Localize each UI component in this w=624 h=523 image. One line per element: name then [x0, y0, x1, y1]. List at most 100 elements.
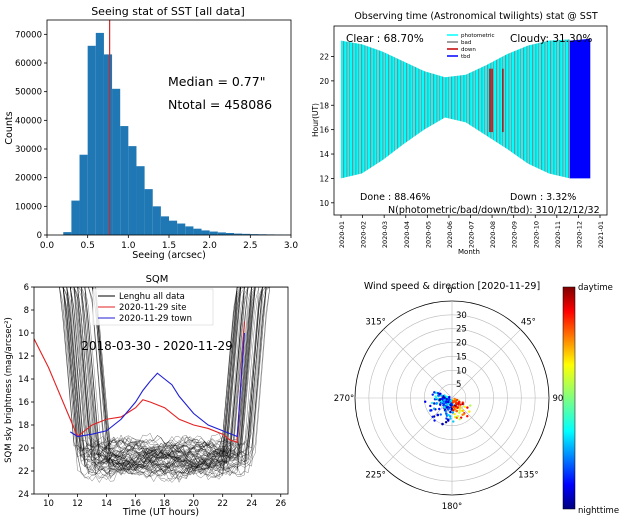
hist-bar: [177, 223, 186, 235]
sqm-all-curve: [34, 287, 288, 470]
obs-xtick-label: 2020-07: [468, 221, 476, 248]
wind-angle-label: 90°: [552, 394, 567, 404]
sqm-all-curve: [34, 287, 288, 479]
hist-bar: [71, 200, 80, 235]
obs-xtick-label: 2020-12: [575, 221, 583, 248]
sqm-site-line: [34, 321, 246, 443]
wind-spoke: [451, 329, 521, 399]
obs-cloudy-label: Cloudy: 31.30%: [510, 33, 592, 45]
wind-point: [429, 404, 432, 408]
wind-ring-label: 25: [456, 325, 467, 335]
wind-point: [459, 403, 462, 406]
wind-point: [430, 401, 434, 405]
wind-point: [455, 409, 459, 413]
obs-xticks: 2020-01 2020-02 2020-03 2020-04 2020-05 2020-…: [338, 215, 605, 248]
obs-ytick-label: 20: [319, 77, 329, 86]
legend-site: 2020-11-29 site: [119, 303, 186, 313]
legend-down: down: [461, 47, 476, 53]
hist-xtick-label: 0.0: [40, 241, 55, 251]
wind-point: [449, 410, 452, 414]
hist-bar: [152, 206, 161, 235]
sqm-all-curve: [34, 287, 288, 478]
wind-point: [436, 413, 440, 417]
hist-bar: [87, 45, 96, 235]
sqm-ytick-label: 24: [18, 490, 29, 500]
wind-point: [445, 417, 448, 420]
wind-point: [438, 403, 442, 406]
obs-ytick-label: 10: [319, 199, 329, 208]
obs-xtick-label: 2020-03: [381, 221, 389, 248]
sqm-all-curve: [34, 287, 288, 477]
sqm-xtick-label: 20: [188, 499, 199, 509]
wind-point: [458, 400, 461, 404]
wind-colorbar: [562, 286, 576, 510]
obs-ylabel: Hour(UT): [311, 103, 320, 137]
wind-point: [433, 391, 436, 394]
hist-xlabel: Seeing (arcsec): [132, 250, 206, 261]
sqm-all-curve: [34, 287, 288, 460]
legend-town: 2020-11-29 town: [119, 314, 192, 324]
sqm-xtick-label: 26: [275, 499, 286, 509]
obs-ytick-label: 22: [319, 52, 329, 61]
sqm-ytick-label: 18: [18, 421, 29, 431]
sqm-xtick-label: 12: [72, 499, 83, 509]
wind-point: [433, 419, 436, 422]
obs-xtick-label: 2020-05: [424, 221, 432, 248]
obs-ytick-label: 14: [319, 150, 329, 159]
hist-bar: [160, 216, 169, 235]
sqm-all-curve: [34, 287, 288, 472]
wind-points: [424, 391, 472, 426]
hist-yticks: 0 10000 20000 30000 40000 50000 60000 70000: [15, 30, 47, 241]
hist-xticks: 0.0 0.5 1.0 1.5 2.0 2.5 3.0: [40, 235, 299, 251]
wind-point: [468, 410, 471, 413]
wind-point: [446, 403, 449, 407]
hist-bar: [95, 32, 104, 236]
sqm-all-curve: [34, 287, 288, 475]
sqm-all-curve: [34, 287, 288, 456]
hist-title: Seeing stat of SST [all data]: [91, 5, 245, 18]
sqm-ytick-label: 22: [18, 467, 29, 477]
sqm-all-curve: [34, 287, 288, 475]
hist-bar: [144, 189, 153, 235]
wind-point: [453, 404, 456, 407]
legend-photometric: photometric: [461, 33, 495, 39]
wind-point: [432, 402, 436, 405]
wind-point: [447, 419, 450, 422]
hist-bar: [79, 154, 88, 235]
sqm-all-curve: [34, 287, 288, 471]
wind-point: [458, 411, 461, 414]
hist-xtick-label: 3.0: [284, 241, 299, 251]
wind-point: [443, 399, 446, 402]
sqm-town-line: [69, 332, 246, 438]
obs-xtick-label: 2020-09: [511, 221, 519, 248]
sqm-all-curve: [34, 287, 288, 479]
hist-ytick-label: 60000: [15, 59, 42, 69]
sqm-xtick-label: 14: [101, 499, 112, 509]
sqm-all-curve: [34, 287, 288, 456]
sqm-ytick-label: 10: [18, 329, 29, 339]
hist-bar: [242, 233, 251, 235]
sqm-all-curve: [34, 287, 288, 466]
sqm-all-curve: [34, 287, 288, 483]
hist-ylabel: Counts: [4, 111, 15, 144]
sqm-all-curve: [34, 287, 288, 478]
wind-point: [461, 409, 464, 413]
obs-down-label: Down : 3.32%: [510, 192, 576, 203]
hist-bar: [185, 226, 194, 235]
hist-ytick-label: 50000: [15, 88, 42, 98]
hist-ytick-label: 0: [37, 231, 42, 241]
wind-point: [466, 415, 469, 418]
obs-done-label: Done : 88.46%: [360, 192, 430, 203]
wind-point: [447, 413, 450, 417]
obs-xtick-label: 2020-04: [403, 221, 411, 248]
wind-point: [444, 421, 448, 424]
obs-tbd-area: [569, 38, 591, 179]
hist-bar: [128, 146, 137, 235]
sqm-ytick-label: 6: [24, 283, 29, 293]
hist-bar: [201, 230, 210, 235]
sqm-all-curve: [34, 287, 288, 472]
obs-yticks: 10 12 14 16 18 20 22: [319, 52, 334, 208]
wind-point: [434, 395, 437, 398]
wind-spoke: [383, 329, 453, 399]
hist-xtick-label: 1.0: [121, 241, 136, 251]
